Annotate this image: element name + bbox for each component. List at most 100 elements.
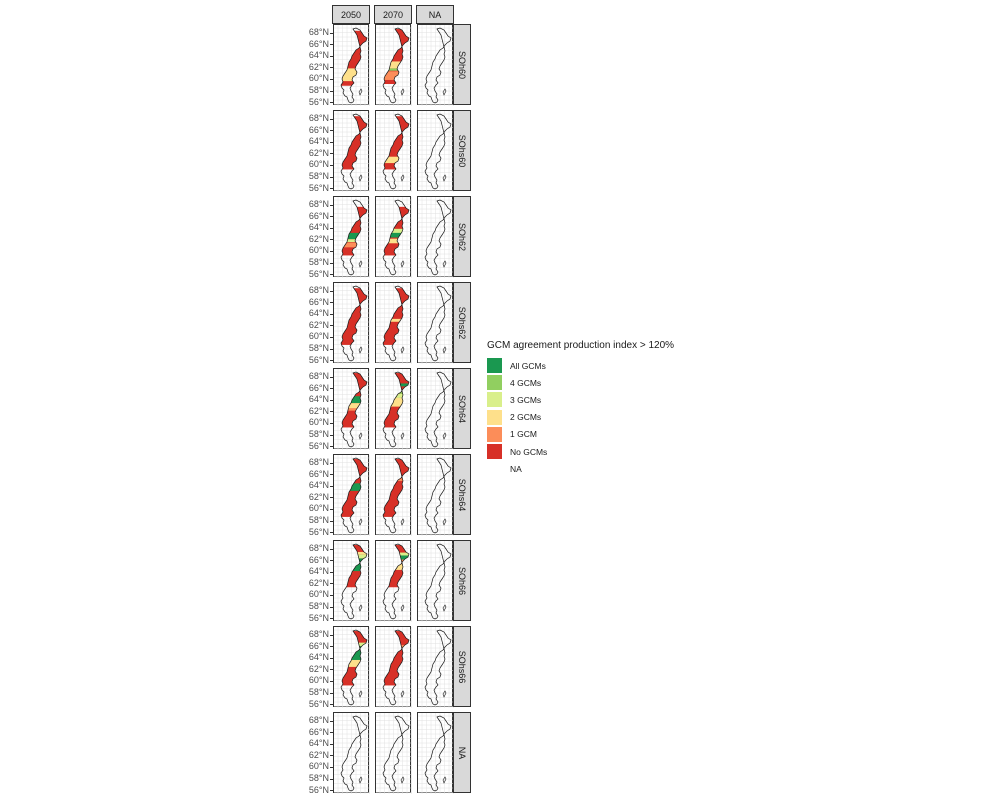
sweden-outline [424,543,452,620]
map-panel [333,540,370,622]
sweden-outline [340,27,368,104]
y-tick-label: 62°N [308,147,329,158]
y-tick-label: 66°N [308,210,329,221]
y-tick-label: 58°N [308,171,329,182]
sweden-outline [340,457,368,534]
y-tick-label: 62°N [308,663,329,674]
y-tick-mark [330,302,333,304]
y-tick-label: 66°N [308,124,329,135]
y-tick-mark [330,422,333,424]
sweden-map [418,197,454,278]
gotland-outline [400,432,405,440]
map-panel [417,368,454,450]
fill-no-gcms [341,545,367,588]
y-tick-label: 68°N [308,113,329,124]
sweden-outline [340,629,368,706]
y-tick-mark [330,141,333,143]
sweden-map [376,455,412,536]
y-tick-label: 66°N [308,38,329,49]
sweden-outline [340,715,368,792]
map-panel [417,110,454,192]
legend-swatch [487,444,502,460]
legend-item: All GCMs [487,357,674,374]
y-tick-mark [330,102,333,104]
sweden-map [376,627,412,708]
y-tick-mark [330,176,333,178]
y-tick-mark [330,434,333,436]
legend-label: 4 GCMs [510,377,542,388]
sweden-outline [382,629,410,706]
fill-highlight [341,239,367,243]
y-tick-label: 58°N [308,687,329,698]
sweden-outline [424,371,452,448]
sweden-outline [340,371,368,448]
y-tick-mark [330,204,333,206]
facet-row-strip: SOh64 [453,368,471,449]
y-tick-label: 62°N [308,577,329,588]
facet-column-strip: 2070 [374,5,412,24]
y-tick-mark [330,360,333,362]
y-tick-mark [330,755,333,757]
fill-highlight [341,403,367,409]
y-tick-label: 60°N [308,503,329,514]
y-tick-label: 62°N [308,233,329,244]
sweden-map [376,283,412,364]
y-tick-label: 62°N [308,749,329,760]
gotland-outline [400,346,405,354]
y-tick-label: 68°N [308,457,329,468]
sweden-map [418,111,454,192]
y-tick-mark [330,399,333,401]
y-tick-label: 68°N [308,543,329,554]
legend: GCM agreement production index > 120% Al… [487,340,674,477]
facet-row-strip: NA [453,712,471,793]
map-panel [417,24,454,106]
facet-column-strip: 2050 [332,5,370,24]
y-tick-mark [330,55,333,57]
map-panel [333,110,370,192]
gotland-outline [442,776,447,784]
y-tick-mark [330,497,333,499]
y-tick-mark [330,618,333,620]
y-tick-label: 58°N [308,515,329,526]
y-tick-label: 62°N [308,491,329,502]
fill-layer [341,459,367,517]
sweden-map [376,713,412,794]
facet-row-label: SOhs62 [457,306,467,339]
sweden-outline [382,457,410,534]
y-tick-label: 56°N [308,526,329,537]
facet-row-label: SOh64 [457,394,467,423]
facet-row-label: NA [457,746,467,759]
y-tick-mark [330,388,333,390]
sweden-map [334,713,370,794]
fill-highlight [341,232,367,240]
facet-row-label: SOh66 [457,566,467,595]
y-tick-mark [330,262,333,264]
y-tick-mark [330,704,333,706]
fill-highlight [383,71,409,80]
map-panel [375,110,412,192]
fill-no-gcms [383,459,409,517]
sweden-map [418,627,454,708]
sweden-map [334,455,370,536]
fill-highlight [383,68,409,71]
map-panel [417,454,454,536]
gotland-outline [358,776,363,784]
y-tick-label: 58°N [308,85,329,96]
y-tick-mark [330,594,333,596]
facet-row-strip: SOh60 [453,24,471,105]
y-tick-mark [330,227,333,229]
y-tick-mark [330,164,333,166]
y-tick-mark [330,153,333,155]
legend-label: 2 GCMs [510,412,542,423]
legend-items: All GCMs 4 GCMs 3 GCMs 2 GCMs 1 GCM No GCMs NA [487,357,674,477]
sweden-map [334,197,370,278]
facet-row-label: SOh62 [457,222,467,251]
y-tick-mark [330,32,333,34]
sweden-outline [382,27,410,104]
y-tick-label: 64°N [308,136,329,147]
fill-no-gcms [383,545,409,588]
map-panel [417,540,454,622]
map-panel [333,368,370,450]
map-panel [375,454,412,536]
map-panel [375,24,412,106]
